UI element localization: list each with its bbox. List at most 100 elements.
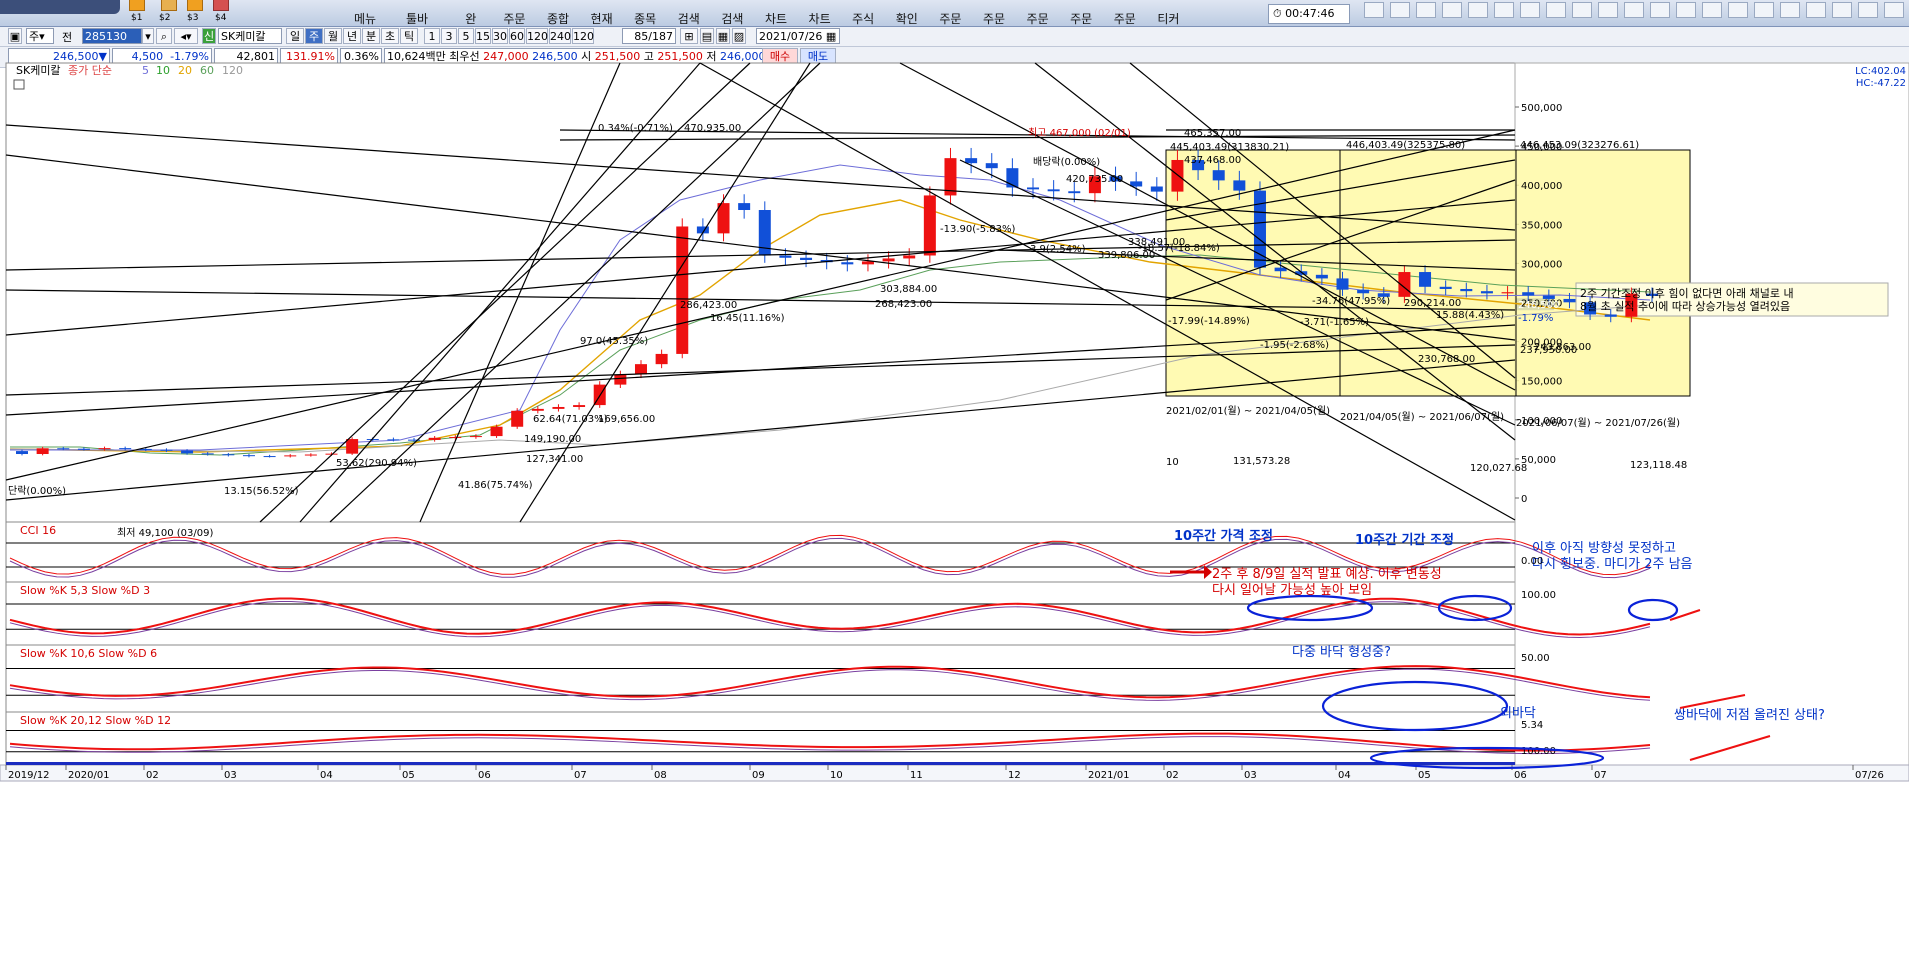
interval-button-6[interactable]: 120 (526, 28, 548, 44)
sell-button[interactable]: 매도 (800, 48, 836, 64)
candle-body (449, 436, 462, 438)
search-icon[interactable]: ⌕ (156, 28, 172, 44)
slot-icon[interactable] (187, 0, 203, 11)
menu-item-10[interactable]: 확인 (886, 0, 928, 26)
period-label: 전 (62, 31, 73, 44)
interval-button-3[interactable]: 15 (475, 28, 491, 44)
tool-icon[interactable] (1598, 2, 1618, 18)
tool-icon[interactable] (1754, 2, 1774, 18)
menu-item-label: 주식 (852, 12, 875, 26)
period-button-5[interactable]: 초 (381, 28, 399, 44)
layout-icon[interactable]: ▣ (8, 28, 22, 44)
tool-icon[interactable] (1676, 2, 1696, 18)
interval-button-1[interactable]: 3 (441, 28, 457, 44)
stock-name-field[interactable]: SK케미칼 (218, 28, 282, 44)
menu-item-3[interactable]: 현재 (581, 0, 623, 26)
slot-icon[interactable] (129, 0, 145, 11)
interval-button-5[interactable]: 60 (509, 28, 525, 44)
slot-icon[interactable] (161, 0, 177, 11)
tool-icon[interactable] (1806, 2, 1826, 18)
slot-icon[interactable] (213, 0, 229, 11)
period-button-2[interactable]: 월 (324, 28, 342, 44)
menu-item-13[interactable]: 주문 (1017, 0, 1059, 26)
menu-item-6[interactable]: 검색 (712, 0, 754, 26)
sound-icon[interactable]: ◂▾ (174, 28, 198, 44)
tool-icon[interactable] (1468, 2, 1488, 18)
menu-item-5[interactable]: 검색 (668, 0, 710, 26)
tool-icon[interactable] (1546, 2, 1566, 18)
note-channel: 2주 기간조정 이후 힘이 없다면 아래 채널로 내 (1580, 287, 1794, 300)
menu-item-15[interactable]: 주문 (1104, 0, 1146, 26)
menu-item-label: 주문 (982, 12, 1006, 26)
menu-item-label: 주문 (503, 12, 526, 26)
period-button-6[interactable]: 틱 (400, 28, 418, 44)
menu-item-label: 주문 (1026, 12, 1049, 26)
menu-item-11[interactable]: 주문 (930, 0, 972, 26)
tool-icon[interactable] (1390, 2, 1410, 18)
candle-body (16, 451, 28, 455)
tool-icon[interactable] (1884, 2, 1904, 18)
chart-tool-icon[interactable]: ▨ (732, 28, 746, 44)
tool-icon[interactable] (1624, 2, 1644, 18)
count-field[interactable]: 85/187 (622, 28, 676, 44)
save-icon[interactable]: ▦ (716, 28, 730, 44)
candle-body (1336, 278, 1349, 290)
blank-area (0, 765, 1909, 954)
interval-button-2[interactable]: 5 (458, 28, 474, 44)
tool-icon[interactable] (1416, 2, 1436, 18)
tool-icon[interactable] (1858, 2, 1878, 18)
menu-item-1[interactable]: 주문 (494, 0, 536, 26)
tool-icon[interactable] (1364, 2, 1384, 18)
hc-label: HC:-47.22 (1856, 78, 1906, 89)
tool-icon[interactable] (1520, 2, 1540, 18)
trend-line (1165, 159, 1516, 221)
buy-button[interactable]: 매수 (762, 48, 798, 64)
chart-annotation: 286,423.00 (680, 300, 737, 311)
menu-item-label: 현재 (590, 12, 613, 26)
price-tick-label: 0 (1521, 494, 1527, 505)
candle-body (1501, 292, 1514, 294)
chart-annotation: -1.95(-2.68%) (1260, 340, 1329, 351)
trend-line (999, 249, 1516, 271)
period-button-0[interactable]: 일 (286, 28, 304, 44)
tool-icon[interactable] (1832, 2, 1852, 18)
menu-button[interactable]: 메뉴 (353, 12, 377, 26)
legend-ma: 20 (178, 64, 192, 77)
menu-item-2[interactable]: 종합 (537, 0, 579, 26)
chart-area[interactable]: 500,000 450,000 400,000 350,000 300,000 250,0… (0, 40, 1909, 954)
menu-item-12[interactable]: 주문 (973, 0, 1015, 26)
code-dropdown-icon[interactable]: ▾ (142, 28, 154, 44)
menu-item-14[interactable]: 주문 (1060, 0, 1102, 26)
tool-icon[interactable] (1494, 2, 1514, 18)
interval-button-0[interactable]: 1 (424, 28, 440, 44)
chart-tool-icon[interactable]: ⊞ (680, 28, 698, 44)
tool-icon[interactable] (1780, 2, 1800, 18)
interval-button-8[interactable]: 120 (572, 28, 594, 44)
menu-item-0[interactable]: 완 (450, 0, 492, 26)
period-button-3[interactable]: 년 (343, 28, 361, 44)
trend-line (5, 289, 1516, 311)
amount-text: 10,624백만 (387, 50, 446, 63)
menu-item-9[interactable]: 주식 (842, 0, 884, 26)
tool-icon[interactable] (1702, 2, 1722, 18)
menu-item-4[interactable]: 종목 (624, 0, 666, 26)
menu-item-16[interactable]: 티커 (1148, 0, 1190, 26)
tool-icon[interactable] (1728, 2, 1748, 18)
candle-body (965, 158, 978, 164)
code-input[interactable]: 285130 (82, 28, 142, 44)
period-button-4[interactable]: 분 (362, 28, 380, 44)
period-button-1[interactable]: 주 (305, 28, 323, 44)
indicator-signal-line (9, 600, 1651, 638)
chart-tool-icon[interactable]: ▤ (700, 28, 714, 44)
menu-item-7[interactable]: 차트 (755, 0, 797, 26)
interval-button-7[interactable]: 240 (549, 28, 571, 44)
tool-icon[interactable] (1650, 2, 1670, 18)
menu-item-8[interactable]: 차트 (799, 0, 841, 26)
period-prefix-select[interactable]: 주▾ (26, 28, 54, 44)
toolbar-menu-button[interactable]: 툴바 (405, 12, 429, 26)
tool-icon[interactable] (1442, 2, 1462, 18)
tool-icon[interactable] (1572, 2, 1592, 18)
date-field[interactable]: 2021/07/26 ▦ (756, 28, 840, 44)
interval-button-4[interactable]: 30 (492, 28, 508, 44)
